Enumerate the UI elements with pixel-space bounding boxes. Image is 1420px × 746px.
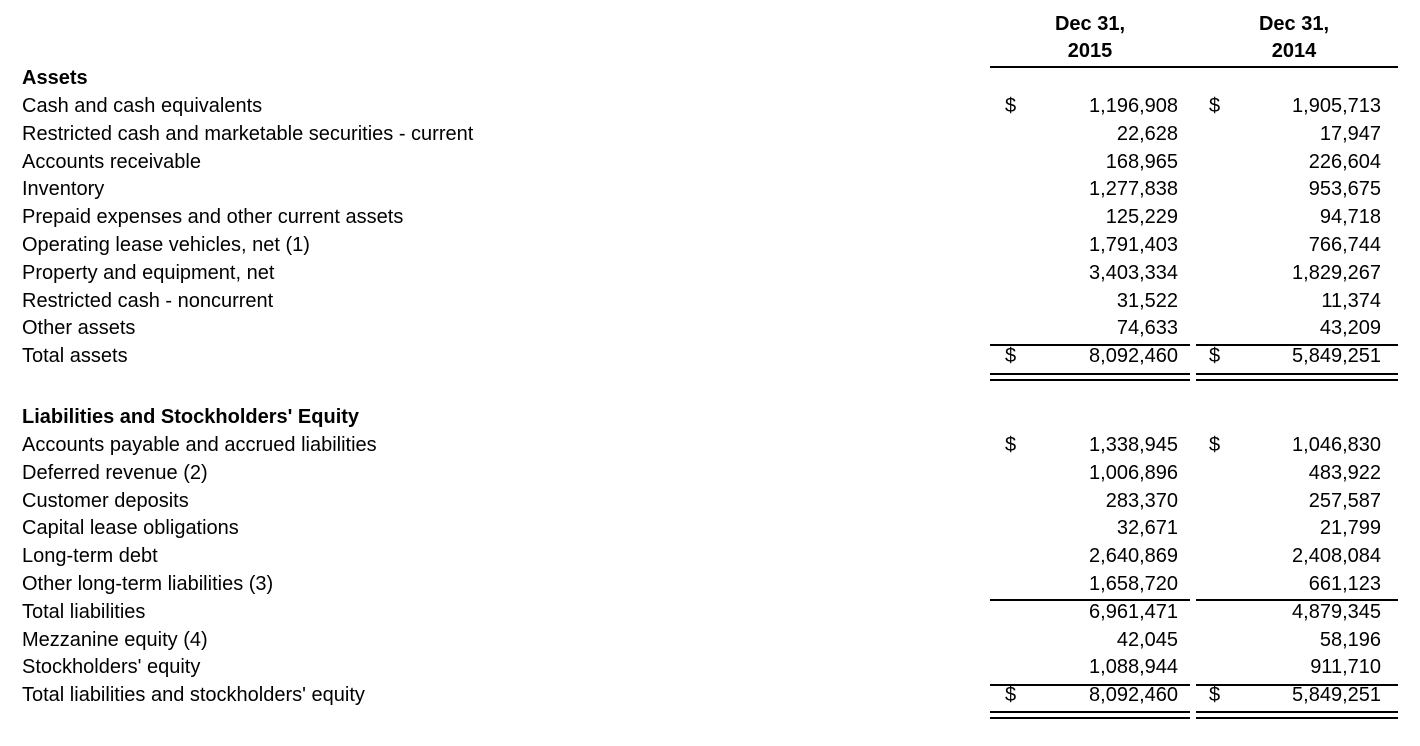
total-double-rule bbox=[1196, 373, 1398, 375]
row-label: Stockholders' equity bbox=[22, 656, 201, 678]
value-2015: 31,522 bbox=[1116, 290, 1178, 312]
column-header-2015-line1: Dec 31, bbox=[1054, 13, 1126, 35]
row-label: Mezzanine equity (4) bbox=[22, 629, 208, 651]
value-2014: 17,947 bbox=[1319, 123, 1381, 145]
value-2014: 4,879,345 bbox=[1292, 601, 1381, 623]
row-label: Other assets bbox=[22, 317, 136, 339]
value-2015: 6,961,471 bbox=[1089, 601, 1178, 623]
value-2015: 32,671 bbox=[1116, 517, 1178, 539]
value-2014: 483,922 bbox=[1308, 462, 1381, 484]
currency-symbol: $ bbox=[1005, 345, 1017, 367]
value-2014: 1,829,267 bbox=[1292, 262, 1381, 284]
value-2014: 58,196 bbox=[1319, 629, 1381, 651]
column-header-2014-line1: Dec 31, bbox=[1258, 13, 1330, 35]
row-label: Total assets bbox=[22, 345, 128, 367]
value-2014: 21,799 bbox=[1319, 517, 1381, 539]
currency-symbol: $ bbox=[1209, 684, 1221, 706]
value-2014: 1,046,830 bbox=[1292, 434, 1381, 456]
currency-symbol: $ bbox=[1209, 434, 1221, 456]
value-2014: 5,849,251 bbox=[1292, 684, 1381, 706]
row-label: Total liabilities and stockholders' equi… bbox=[22, 684, 365, 706]
subtotal-rule bbox=[1196, 599, 1398, 601]
currency-symbol: $ bbox=[1005, 684, 1017, 706]
row-label: Restricted cash - noncurrent bbox=[22, 290, 274, 312]
total-double-rule bbox=[990, 717, 1190, 719]
value-2014: 1,905,713 bbox=[1292, 95, 1381, 117]
column-header-2014-line2: 2014 bbox=[1271, 40, 1317, 62]
row-label: Property and equipment, net bbox=[22, 262, 275, 284]
column-header-2015: Dec 31, 2015 bbox=[1025, 11, 1155, 65]
total-double-rule bbox=[1196, 711, 1398, 713]
value-2014: 911,710 bbox=[1310, 656, 1381, 678]
value-2014: 43,209 bbox=[1319, 317, 1381, 339]
value-2015: 1,658,720 bbox=[1089, 573, 1178, 595]
currency-symbol: $ bbox=[1005, 95, 1017, 117]
value-2015: 8,092,460 bbox=[1089, 345, 1178, 367]
row-label: Other long-term liabilities (3) bbox=[22, 573, 274, 595]
value-2015: 1,791,403 bbox=[1089, 234, 1178, 256]
value-2014: 5,849,251 bbox=[1292, 345, 1381, 367]
value-2015: 1,277,838 bbox=[1089, 178, 1178, 200]
row-label: Accounts receivable bbox=[22, 151, 201, 173]
header-rule bbox=[990, 66, 1398, 68]
row-label: Cash and cash equivalents bbox=[22, 95, 263, 117]
total-double-rule bbox=[1196, 717, 1398, 719]
currency-symbol: $ bbox=[1209, 95, 1221, 117]
value-2015: 74,633 bbox=[1116, 317, 1178, 339]
row-label: Accounts payable and accrued liabilities bbox=[22, 434, 377, 456]
column-header-2014: Dec 31, 2014 bbox=[1229, 11, 1359, 65]
value-2014: 11,374 bbox=[1321, 290, 1381, 312]
section-title-liabilities: Liabilities and Stockholders' Equity bbox=[22, 406, 360, 428]
row-label: Operating lease vehicles, net (1) bbox=[22, 234, 310, 256]
row-label: Restricted cash and marketable securitie… bbox=[22, 123, 474, 145]
value-2014: 257,587 bbox=[1308, 490, 1381, 512]
row-label: Customer deposits bbox=[22, 490, 189, 512]
value-2014: 2,408,084 bbox=[1292, 545, 1381, 567]
value-2015: 2,640,869 bbox=[1089, 545, 1178, 567]
currency-symbol: $ bbox=[1209, 345, 1221, 367]
total-double-rule bbox=[990, 373, 1190, 375]
currency-symbol: $ bbox=[1005, 434, 1017, 456]
section-title-assets: Assets bbox=[22, 67, 88, 89]
row-label: Total liabilities bbox=[22, 601, 146, 623]
row-label: Capital lease obligations bbox=[22, 517, 239, 539]
value-2015: 42,045 bbox=[1116, 629, 1178, 651]
value-2015: 283,370 bbox=[1105, 490, 1178, 512]
total-double-rule bbox=[1196, 379, 1398, 381]
value-2015: 3,403,334 bbox=[1089, 262, 1178, 284]
row-label: Inventory bbox=[22, 178, 105, 200]
subtotal-rule bbox=[990, 344, 1190, 346]
total-double-rule bbox=[990, 711, 1190, 713]
row-label: Deferred revenue (2) bbox=[22, 462, 208, 484]
value-2015: 1,338,945 bbox=[1089, 434, 1178, 456]
value-2015: 1,006,896 bbox=[1089, 462, 1178, 484]
value-2014: 661,123 bbox=[1308, 573, 1381, 595]
subtotal-rule bbox=[1196, 684, 1398, 686]
value-2015: 1,088,944 bbox=[1089, 656, 1178, 678]
value-2015: 168,965 bbox=[1105, 151, 1178, 173]
value-2014: 226,604 bbox=[1308, 151, 1381, 173]
value-2015: 125,229 bbox=[1105, 206, 1178, 228]
column-header-2015-line2: 2015 bbox=[1067, 40, 1113, 62]
value-2014: 953,675 bbox=[1308, 178, 1381, 200]
total-double-rule bbox=[990, 379, 1190, 381]
value-2015: 22,628 bbox=[1116, 123, 1178, 145]
value-2015: 1,196,908 bbox=[1089, 95, 1178, 117]
value-2014: 94,718 bbox=[1319, 206, 1381, 228]
row-label: Long-term debt bbox=[22, 545, 158, 567]
value-2014: 766,744 bbox=[1308, 234, 1381, 256]
value-2015: 8,092,460 bbox=[1089, 684, 1178, 706]
subtotal-rule bbox=[990, 599, 1190, 601]
row-label: Prepaid expenses and other current asset… bbox=[22, 206, 404, 228]
subtotal-rule bbox=[1196, 344, 1398, 346]
subtotal-rule bbox=[990, 684, 1190, 686]
